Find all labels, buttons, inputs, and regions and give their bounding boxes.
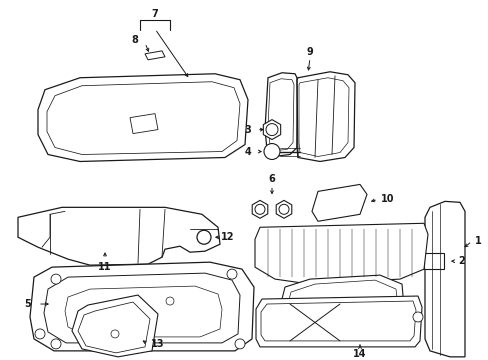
Polygon shape — [145, 51, 164, 60]
Text: 4: 4 — [244, 147, 251, 157]
Circle shape — [265, 123, 278, 136]
Polygon shape — [256, 296, 421, 347]
Polygon shape — [423, 253, 443, 269]
Circle shape — [226, 269, 237, 279]
Polygon shape — [38, 74, 247, 162]
Polygon shape — [280, 275, 404, 341]
Text: 5: 5 — [24, 299, 31, 309]
Circle shape — [165, 297, 174, 305]
Polygon shape — [30, 262, 253, 351]
Text: 7: 7 — [151, 9, 158, 19]
Circle shape — [279, 204, 288, 214]
Circle shape — [254, 204, 264, 214]
Circle shape — [235, 339, 244, 349]
Polygon shape — [252, 201, 267, 218]
Polygon shape — [254, 223, 427, 284]
Polygon shape — [276, 201, 291, 218]
Text: 12: 12 — [221, 232, 234, 242]
Circle shape — [51, 274, 61, 284]
Circle shape — [412, 312, 422, 322]
Polygon shape — [296, 72, 354, 162]
Text: 1: 1 — [474, 236, 480, 246]
Polygon shape — [72, 295, 158, 357]
Text: 13: 13 — [151, 339, 164, 349]
Text: 10: 10 — [381, 194, 394, 204]
Circle shape — [264, 144, 280, 159]
Text: 8: 8 — [131, 35, 138, 45]
Text: 6: 6 — [268, 175, 275, 184]
Text: 11: 11 — [98, 262, 112, 272]
Polygon shape — [264, 73, 297, 157]
Circle shape — [111, 330, 119, 338]
Text: 14: 14 — [352, 349, 366, 359]
Text: 3: 3 — [244, 125, 251, 135]
Text: 2: 2 — [458, 256, 465, 266]
Text: 9: 9 — [306, 47, 313, 57]
Circle shape — [51, 339, 61, 349]
Polygon shape — [18, 207, 220, 265]
Circle shape — [35, 329, 45, 339]
Polygon shape — [424, 201, 464, 357]
Circle shape — [197, 230, 210, 244]
Polygon shape — [311, 184, 366, 221]
Polygon shape — [263, 120, 280, 140]
